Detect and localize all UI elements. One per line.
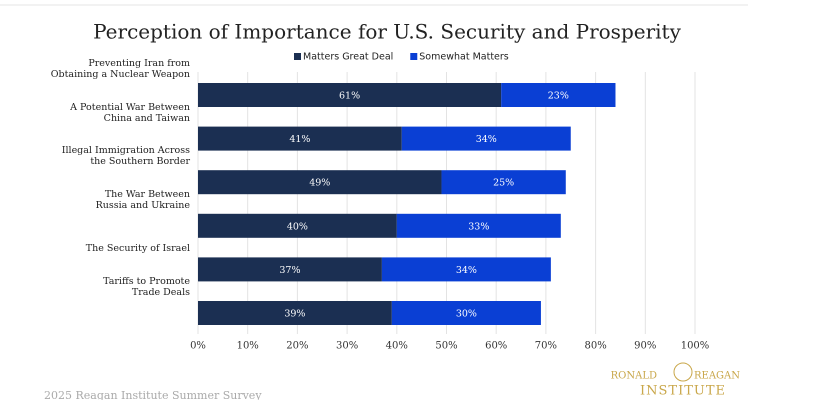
value-label: 61% <box>339 91 360 102</box>
bar-segment <box>391 301 541 325</box>
logo-text: RONALD <box>611 371 657 382</box>
x-tick-label: 70% <box>535 341 557 352</box>
bar-segment <box>396 213 561 238</box>
legend-swatch <box>410 53 418 60</box>
value-label: 49% <box>309 178 330 189</box>
x-tick-label: 20% <box>286 341 308 352</box>
value-label: 33% <box>468 221 489 232</box>
legend-label: Matters Great Deal <box>303 52 393 63</box>
footer: 2025 Reagan Institute Summer Survey <box>44 389 262 400</box>
value-label: 40% <box>287 221 308 232</box>
bar-segment <box>501 83 616 107</box>
bar-segment <box>198 213 397 238</box>
legend-swatch <box>294 53 301 60</box>
legend-label: Somewhat Matters <box>419 52 509 63</box>
category-label: Tariffs to Promote Trade Deals <box>103 276 190 298</box>
x-tick-label: 100% <box>681 341 710 352</box>
logo-text: REAGAN <box>694 371 740 382</box>
category-label: Illegal Immigration Across the Southern … <box>61 145 190 168</box>
value-label: 23% <box>548 91 569 102</box>
category-label: A Potential War Between China and Taiwan <box>70 101 190 124</box>
x-tick-label: 40% <box>386 341 408 352</box>
x-tick-label: 90% <box>634 341 656 352</box>
bar-segment <box>198 257 382 282</box>
value-label: 34% <box>476 134 497 145</box>
x-tick-label: 0% <box>190 341 206 352</box>
value-label: 25% <box>493 178 514 189</box>
category-label: The Security of Israel <box>85 243 190 255</box>
value-label: 34% <box>456 265 477 276</box>
logo-seal <box>673 362 693 382</box>
x-tick-label: 50% <box>435 341 457 352</box>
bar-segment <box>401 126 571 151</box>
x-tick-label: 30% <box>336 341 358 352</box>
category-label: The War Between Russia and Ukraine <box>95 188 190 211</box>
bar-segment <box>198 83 502 107</box>
value-label: 39% <box>284 309 305 320</box>
value-label: 37% <box>279 265 300 276</box>
bar-segment <box>198 126 402 151</box>
x-tick-label: 10% <box>237 341 259 352</box>
bar-segment <box>198 301 392 325</box>
x-tick-label: 80% <box>584 341 606 352</box>
logo-text: INSTITUTE <box>640 384 726 399</box>
value-label: 41% <box>289 134 310 145</box>
chart-title: Perception of Importance for U.S. Securi… <box>93 20 681 44</box>
bar-segment <box>441 170 566 195</box>
bar-segment <box>381 257 551 282</box>
x-tick-label: 60% <box>485 341 507 352</box>
bar-segment <box>198 170 442 195</box>
value-label: 30% <box>456 309 477 320</box>
category-label: Preventing Iran from Obtaining a Nuclear… <box>50 58 190 80</box>
